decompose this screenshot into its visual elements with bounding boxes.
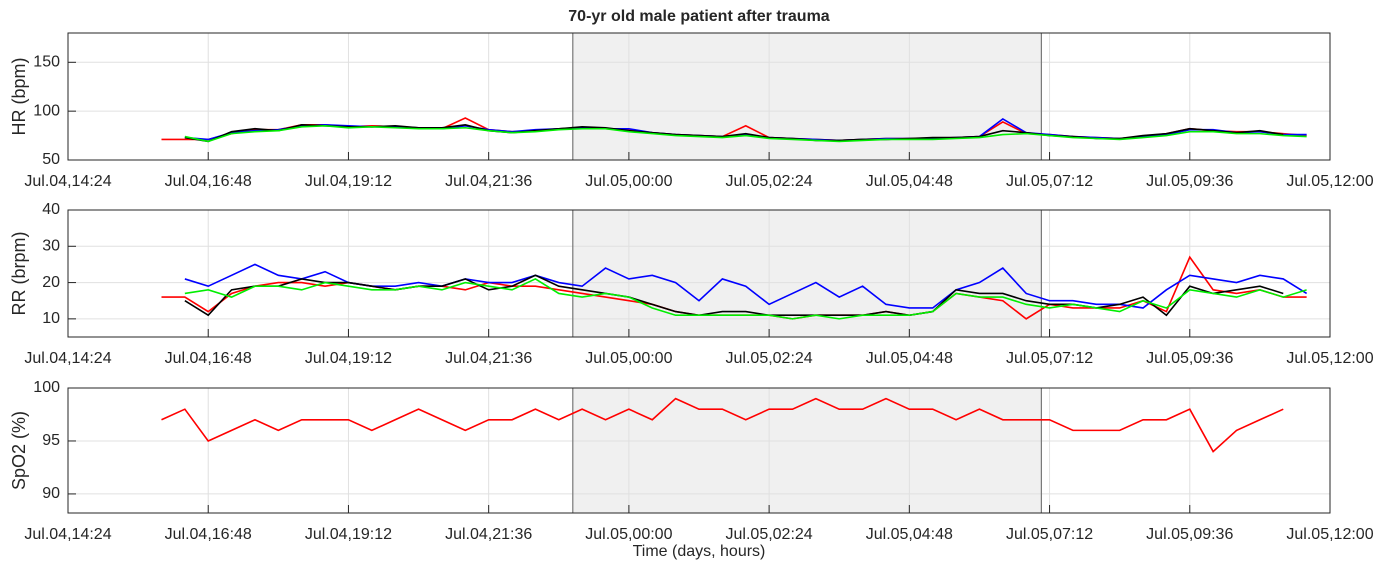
axes-box (67, 387, 1331, 514)
x-tick-label: Jul.05,12:00 (1286, 526, 1373, 543)
series-line (184, 125, 1307, 143)
axes-box (67, 209, 1331, 338)
x-tick-label: Jul.04,16:48 (165, 350, 252, 367)
y-tick-label: 90 (42, 485, 60, 502)
x-tick-label: Jul.05,02:24 (726, 350, 813, 367)
x-tick-label: Jul.04,14:24 (24, 526, 111, 543)
series-line (184, 274, 1284, 317)
x-tick-label: Jul.05,12:00 (1286, 173, 1373, 190)
x-tick-label: Jul.05,02:24 (726, 173, 813, 190)
x-tick-label: Jul.05,00:00 (585, 526, 672, 543)
series-line (184, 278, 1307, 320)
y-tick-label: 150 (33, 54, 60, 71)
x-tick-label: Jul.05,09:36 (1146, 350, 1233, 367)
x-tick-label: Jul.04,14:24 (24, 173, 111, 190)
x-tick-label: Jul.05,00:00 (585, 350, 672, 367)
x-tick-label: Jul.05,12:00 (1286, 350, 1373, 367)
x-tick-label: Jul.05,04:48 (866, 526, 953, 543)
y-axis-label: SpO2 (%) (9, 411, 29, 490)
x-tick-label: Jul.05,04:48 (866, 173, 953, 190)
x-tick-label: Jul.05,04:48 (866, 350, 953, 367)
axes-box (67, 32, 1331, 161)
x-tick-label: Jul.05,00:00 (585, 173, 672, 190)
y-axis-label: RR (brpm) (9, 232, 29, 316)
x-tick-label: Jul.04,19:12 (305, 173, 392, 190)
y-tick-label: 30 (42, 238, 60, 255)
x-tick-label: Jul.05,09:36 (1146, 526, 1233, 543)
y-tick-label: 10 (42, 310, 60, 327)
y-tick-label: 50 (42, 151, 60, 168)
x-tick-label: Jul.04,14:24 (24, 350, 111, 367)
x-tick-label: Jul.04,16:48 (165, 526, 252, 543)
x-tick-label: Jul.05,02:24 (726, 526, 813, 543)
x-tick-label: Jul.04,21:36 (445, 173, 532, 190)
y-tick-label: 100 (33, 102, 60, 119)
x-tick-label: Jul.04,21:36 (445, 526, 532, 543)
chart-title: 70-yr old male patient after trauma (568, 8, 830, 25)
x-tick-label: Jul.05,07:12 (1006, 350, 1093, 367)
shaded-span (572, 388, 1042, 513)
x-tick-label: Jul.04,16:48 (165, 173, 252, 190)
shaded-span (572, 210, 1042, 337)
y-tick-label: 40 (42, 201, 60, 218)
x-tick-label: Jul.04,21:36 (445, 350, 532, 367)
x-tick-label: Jul.05,07:12 (1006, 526, 1093, 543)
y-tick-label: 95 (42, 432, 60, 449)
x-tick-label: Jul.05,09:36 (1146, 173, 1233, 190)
y-tick-label: 100 (33, 379, 60, 396)
y-axis-label: HR (bpm) (9, 57, 29, 135)
x-tick-label: Jul.05,07:12 (1006, 173, 1093, 190)
x-tick-label: Jul.04,19:12 (305, 526, 392, 543)
shaded-span (572, 33, 1042, 160)
y-tick-label: 20 (42, 274, 60, 291)
series-line (161, 397, 1284, 453)
x-axis-label: Time (days, hours) (633, 543, 766, 560)
x-tick-label: Jul.04,19:12 (305, 350, 392, 367)
